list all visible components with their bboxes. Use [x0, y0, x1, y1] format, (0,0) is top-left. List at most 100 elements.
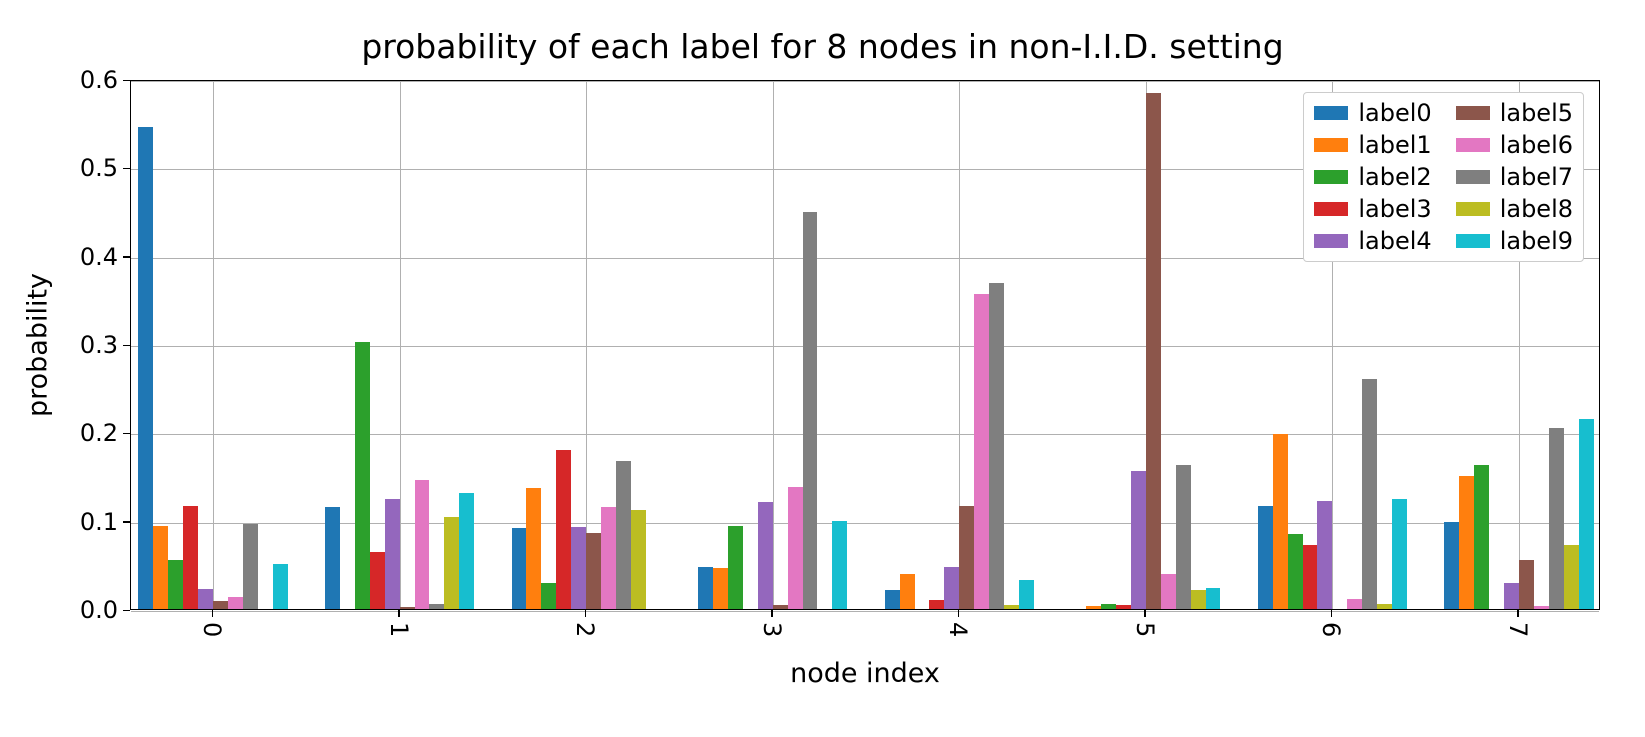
x-tick-label: 3 [758, 622, 786, 637]
y-tick-label: 0.2 [0, 419, 118, 447]
legend-swatch [1456, 138, 1490, 152]
y-axis-label: probability [23, 273, 54, 417]
bar-label5-node5 [1146, 93, 1161, 609]
legend-entry-label7: label7 [1456, 163, 1573, 191]
bar-label8-node4 [1004, 605, 1019, 609]
legend-label: label4 [1358, 227, 1431, 255]
bar-label1-node4 [900, 574, 915, 609]
bar-label8-node1 [444, 517, 459, 609]
bar-label2-node1 [355, 342, 370, 609]
bar-label4-node2 [571, 527, 586, 609]
bar-label0-node6 [1258, 506, 1273, 609]
x-tick-label: 7 [1504, 622, 1532, 637]
legend-entry-label4: label4 [1314, 227, 1431, 255]
legend-entry-label9: label9 [1456, 227, 1573, 255]
bar-label9-node5 [1206, 588, 1221, 609]
bar-label8-node5 [1191, 590, 1206, 609]
bar-label3-node1 [370, 552, 385, 609]
x-axis-label: node index [130, 658, 1600, 689]
legend-entry-label5: label5 [1456, 99, 1573, 127]
legend-label: label3 [1358, 195, 1431, 223]
bar-label5-node7 [1519, 560, 1534, 609]
y-tick [123, 345, 130, 347]
bar-label9-node6 [1392, 499, 1407, 609]
legend: label0 label1 label2 label3 label4 label5 labe… [1303, 92, 1584, 262]
y-tick-label: 0.3 [0, 331, 118, 359]
x-tick [398, 610, 400, 617]
bar-label7-node6 [1362, 379, 1377, 609]
legend-label: label8 [1500, 195, 1573, 223]
gridline-horizontal [131, 434, 1599, 435]
x-tick [958, 610, 960, 617]
bar-label1-node5 [1086, 606, 1101, 609]
bar-label4-node7 [1504, 583, 1519, 610]
bar-label0-node1 [325, 507, 340, 609]
y-tick [123, 256, 130, 258]
legend-swatch [1456, 234, 1490, 248]
bar-label3-node0 [183, 506, 198, 609]
bar-label1-node7 [1459, 476, 1474, 609]
gridline-horizontal [131, 523, 1599, 524]
bar-label1-node2 [526, 488, 541, 609]
legend-swatch [1456, 170, 1490, 184]
x-tick [1144, 610, 1146, 617]
legend-label: label5 [1500, 99, 1573, 127]
bar-label9-node7 [1579, 419, 1594, 609]
bar-label0-node2 [512, 528, 527, 609]
legend-swatch [1314, 202, 1348, 216]
bar-label4-node6 [1317, 501, 1332, 609]
legend-entry-label1: label1 [1314, 131, 1431, 159]
x-tick-label: 2 [571, 622, 599, 637]
legend-entry-label3: label3 [1314, 195, 1431, 223]
bar-label1-node0 [153, 526, 168, 609]
bar-label6-node7 [1534, 606, 1549, 609]
legend-column: label0 label1 label2 label3 label4 [1314, 99, 1431, 255]
bar-label6-node2 [601, 507, 616, 609]
y-tick [123, 168, 130, 170]
bar-label7-node0 [243, 524, 258, 609]
gridline-vertical [586, 81, 587, 609]
bar-label6-node3 [788, 487, 803, 609]
bar-label1-node6 [1273, 434, 1288, 609]
bar-label7-node5 [1176, 465, 1191, 609]
bar-label2-node5 [1101, 604, 1116, 609]
legend-swatch [1314, 138, 1348, 152]
legend-swatch [1314, 170, 1348, 184]
bar-label5-node2 [586, 533, 601, 609]
legend-swatch [1456, 202, 1490, 216]
bar-label7-node3 [803, 212, 818, 609]
bar-label4-node0 [198, 589, 213, 609]
y-tick-label: 0.5 [0, 154, 118, 182]
bar-label6-node0 [228, 597, 243, 609]
legend-label: label0 [1358, 99, 1431, 127]
legend-label: label2 [1358, 163, 1431, 191]
figure: probability of each label for 8 nodes in… [0, 0, 1645, 737]
chart-title: probability of each label for 8 nodes in… [0, 27, 1645, 66]
bar-label3-node5 [1116, 605, 1131, 609]
gridline-vertical [400, 81, 401, 609]
bar-label4-node1 [385, 499, 400, 609]
bar-label3-node4 [929, 600, 944, 609]
bar-label4-node3 [758, 502, 773, 609]
y-tick-label: 0.0 [0, 596, 118, 624]
legend-column: label5label6label7label8label9 [1456, 99, 1573, 255]
gridline-horizontal [131, 611, 1599, 612]
bar-label4-node4 [944, 567, 959, 609]
bar-label3-node6 [1303, 545, 1318, 609]
bar-label9-node0 [273, 564, 288, 609]
bar-label8-node7 [1564, 545, 1579, 609]
gridline-horizontal [131, 81, 1599, 82]
bar-label6-node1 [415, 480, 430, 609]
x-tick-label: 5 [1131, 622, 1159, 637]
bar-label0-node0 [138, 127, 153, 609]
legend-label: label7 [1500, 163, 1573, 191]
x-tick-label: 0 [198, 622, 226, 637]
bar-label2-node6 [1288, 534, 1303, 609]
y-tick [123, 610, 130, 612]
legend-label: label9 [1500, 227, 1573, 255]
gridline-horizontal [131, 346, 1599, 347]
y-tick-label: 0.6 [0, 66, 118, 94]
bar-label7-node2 [616, 461, 631, 609]
gridline-vertical [213, 81, 214, 609]
bar-label7-node1 [429, 604, 444, 609]
